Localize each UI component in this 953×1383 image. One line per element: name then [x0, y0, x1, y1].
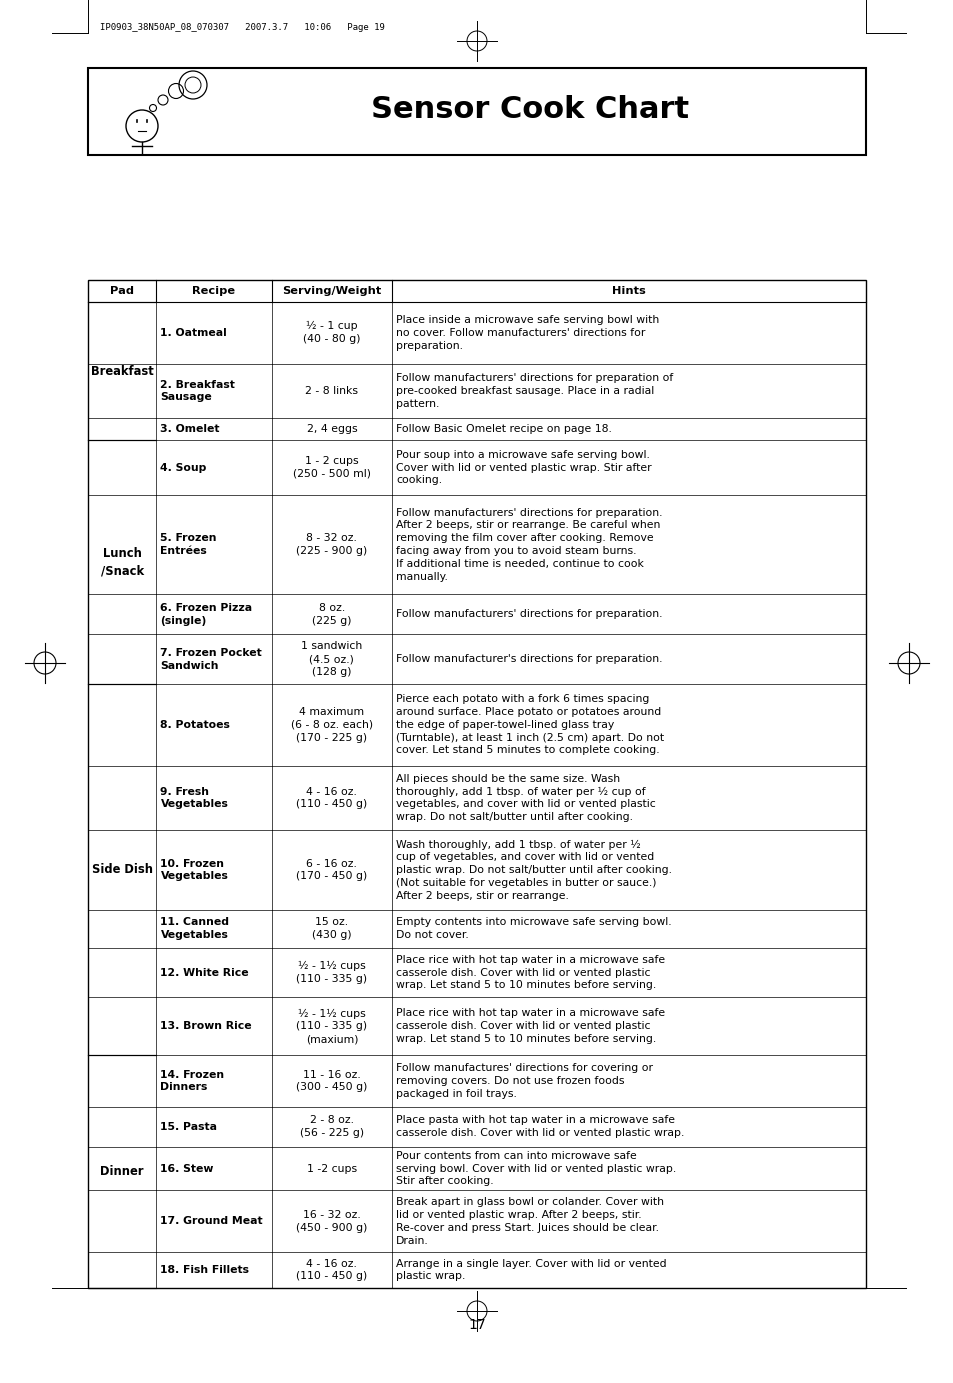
Bar	[88, 68, 865, 155]
Text: ½ - 1½ cups
(110 - 335 g): ½ - 1½ cups (110 - 335 g)	[296, 961, 367, 985]
Text: Pierce each potato with a fork 6 times spacing
around surface. Place potato or p: Pierce each potato with a fork 6 times s…	[395, 694, 663, 755]
Text: Sensor Cook Chart: Sensor Cook Chart	[371, 95, 688, 124]
Bar	[88, 279, 865, 1288]
Text: Follow manufacturers' directions for preparation.
After 2 beeps, stir or rearran: Follow manufacturers' directions for pre…	[395, 508, 662, 582]
Text: 14. Frozen
Dinners: 14. Frozen Dinners	[160, 1069, 224, 1093]
Text: 2. Breakfast
Sausage: 2. Breakfast Sausage	[160, 379, 235, 402]
Text: 9. Fresh
Vegetables: 9. Fresh Vegetables	[160, 787, 228, 809]
Text: Pour soup into a microwave safe serving bowl.
Cover with lid or vented plastic w: Pour soup into a microwave safe serving …	[395, 449, 651, 485]
Text: Place pasta with hot tap water in a microwave safe
casserole dish. Cover with li: Place pasta with hot tap water in a micr…	[395, 1116, 684, 1138]
Text: 11. Canned
Vegetables: 11. Canned Vegetables	[160, 917, 230, 940]
Text: 6 - 16 oz.
(170 - 450 g): 6 - 16 oz. (170 - 450 g)	[296, 859, 367, 881]
Text: 4 maximum
(6 - 8 oz. each)
(170 - 225 g): 4 maximum (6 - 8 oz. each) (170 - 225 g)	[291, 707, 373, 743]
Text: Follow Basic Omelet recipe on page 18.: Follow Basic Omelet recipe on page 18.	[395, 425, 612, 434]
Text: Place inside a microwave safe serving bowl with
no cover. Follow manufacturers' : Place inside a microwave safe serving bo…	[395, 315, 659, 350]
Text: 4 - 16 oz.
(110 - 450 g): 4 - 16 oz. (110 - 450 g)	[296, 1259, 367, 1282]
Text: Pad: Pad	[111, 286, 134, 296]
Text: Dinner: Dinner	[100, 1164, 144, 1178]
Text: 8 - 32 oz.
(225 - 900 g): 8 - 32 oz. (225 - 900 g)	[296, 534, 367, 556]
Text: 18. Fish Fillets: 18. Fish Fillets	[160, 1265, 249, 1275]
Text: ½ - 1 cup
(40 - 80 g): ½ - 1 cup (40 - 80 g)	[303, 321, 360, 344]
Text: Place rice with hot tap water in a microwave safe
casserole dish. Cover with lid: Place rice with hot tap water in a micro…	[395, 1008, 664, 1044]
Text: All pieces should be the same size. Wash
thoroughly, add 1 tbsp. of water per ½ : All pieces should be the same size. Wash…	[395, 773, 656, 823]
Text: 2 - 8 oz.
(56 - 225 g): 2 - 8 oz. (56 - 225 g)	[299, 1116, 364, 1138]
Text: 4 - 16 oz.
(110 - 450 g): 4 - 16 oz. (110 - 450 g)	[296, 787, 367, 809]
Text: Empty contents into microwave safe serving bowl.
Do not cover.: Empty contents into microwave safe servi…	[395, 917, 671, 940]
Text: 1 -2 cups: 1 -2 cups	[307, 1163, 356, 1174]
Text: Lunch
/Snack: Lunch /Snack	[101, 548, 144, 577]
Text: Follow manufactures' directions for covering or
removing covers. Do not use froz: Follow manufactures' directions for cove…	[395, 1064, 653, 1099]
Text: Follow manufacturers' directions for preparation.: Follow manufacturers' directions for pre…	[395, 610, 662, 620]
Text: Place rice with hot tap water in a microwave safe
casserole dish. Cover with lid: Place rice with hot tap water in a micro…	[395, 954, 664, 990]
Text: 15 oz.
(430 g): 15 oz. (430 g)	[312, 917, 352, 940]
Text: Arrange in a single layer. Cover with lid or vented
plastic wrap.: Arrange in a single layer. Cover with li…	[395, 1259, 666, 1282]
Text: 8 oz.
(225 g): 8 oz. (225 g)	[312, 603, 352, 625]
Text: Hints: Hints	[612, 286, 645, 296]
Text: Break apart in glass bowl or colander. Cover with
lid or vented plastic wrap. Af: Break apart in glass bowl or colander. C…	[395, 1198, 663, 1246]
Text: 4. Soup: 4. Soup	[160, 462, 207, 473]
Text: 3. Omelet: 3. Omelet	[160, 425, 220, 434]
Text: Follow manufacturer's directions for preparation.: Follow manufacturer's directions for pre…	[395, 654, 662, 664]
Text: 1 - 2 cups
(250 - 500 ml): 1 - 2 cups (250 - 500 ml)	[293, 456, 371, 479]
Text: 7. Frozen Pocket
Sandwich: 7. Frozen Pocket Sandwich	[160, 647, 262, 671]
Text: Breakfast: Breakfast	[91, 365, 153, 378]
Text: Serving/Weight: Serving/Weight	[282, 286, 381, 296]
Text: 5. Frozen
Entrées: 5. Frozen Entrées	[160, 534, 216, 556]
Text: 11 - 16 oz.
(300 - 450 g): 11 - 16 oz. (300 - 450 g)	[295, 1069, 367, 1093]
Text: Wash thoroughly, add 1 tbsp. of water per ½
cup of vegetables, and cover with li: Wash thoroughly, add 1 tbsp. of water pe…	[395, 839, 672, 900]
Text: IP0903_38N50AP_08_070307   2007.3.7   10:06   Page 19: IP0903_38N50AP_08_070307 2007.3.7 10:06 …	[100, 24, 384, 32]
Text: 16. Stew: 16. Stew	[160, 1163, 213, 1174]
Text: Recipe: Recipe	[193, 286, 235, 296]
Text: 1 sandwich
(4.5 oz.)
(128 g): 1 sandwich (4.5 oz.) (128 g)	[301, 642, 362, 676]
Text: 2, 4 eggs: 2, 4 eggs	[306, 425, 356, 434]
Text: Side Dish: Side Dish	[91, 863, 152, 875]
Text: 6. Frozen Pizza
(single): 6. Frozen Pizza (single)	[160, 603, 253, 625]
Text: 13. Brown Rice: 13. Brown Rice	[160, 1021, 252, 1032]
Text: 17: 17	[468, 1318, 485, 1332]
Text: 1. Oatmeal: 1. Oatmeal	[160, 328, 227, 337]
Text: 12. White Rice: 12. White Rice	[160, 968, 249, 978]
Text: 16 - 32 oz.
(450 - 900 g): 16 - 32 oz. (450 - 900 g)	[295, 1210, 367, 1232]
Text: Pour contents from can into microwave safe
serving bowl. Cover with lid or vente: Pour contents from can into microwave sa…	[395, 1151, 676, 1187]
Text: 15. Pasta: 15. Pasta	[160, 1122, 217, 1131]
Text: 8. Potatoes: 8. Potatoes	[160, 719, 230, 730]
Text: ½ - 1½ cups
(110 - 335 g)
(maxium): ½ - 1½ cups (110 - 335 g) (maxium)	[296, 1008, 367, 1044]
Text: 10. Frozen
Vegetables: 10. Frozen Vegetables	[160, 859, 228, 881]
Text: Follow manufacturers' directions for preparation of
pre-cooked breakfast sausage: Follow manufacturers' directions for pre…	[395, 373, 673, 409]
Text: 17. Ground Meat: 17. Ground Meat	[160, 1216, 263, 1227]
Text: 2 - 8 links: 2 - 8 links	[305, 386, 358, 396]
